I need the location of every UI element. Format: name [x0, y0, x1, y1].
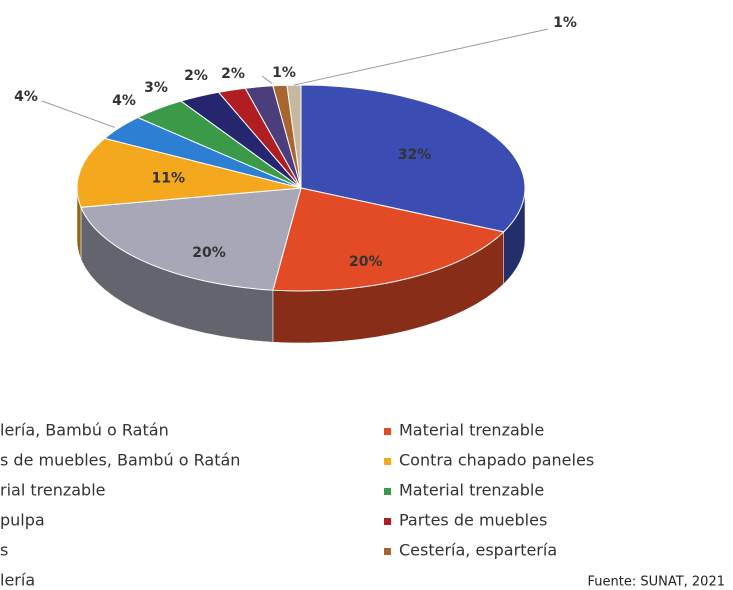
- pie-label: 32%: [398, 147, 432, 163]
- legend-label: Material trenzable: [399, 481, 544, 500]
- legend-label: Cestería, espartería: [399, 541, 557, 560]
- leader-line: [261, 75, 273, 84]
- pie-label: 4%: [14, 89, 38, 105]
- source: Fuente: SUNAT, 2021: [587, 575, 725, 590]
- legend-label: pulpa: [0, 511, 45, 530]
- pie-label: 3%: [144, 80, 168, 96]
- legend-swatch: [384, 518, 391, 525]
- legend-label: Contra chapado paneles: [399, 451, 594, 470]
- legend-label: Material trenzable: [399, 421, 544, 440]
- legend-label: lería, Bambú o Ratán: [0, 421, 169, 440]
- pie-label: 20%: [349, 254, 383, 270]
- leader-line: [41, 100, 115, 128]
- legend-label: lería: [0, 571, 35, 590]
- pie-label: 1%: [272, 65, 296, 81]
- pie-label: 2%: [184, 68, 208, 84]
- legend-swatch: [384, 488, 391, 495]
- slice: [300, 84, 526, 233]
- legend-swatch: [384, 428, 391, 435]
- pie-label: 4%: [112, 93, 136, 109]
- pie-label: 2%: [221, 66, 245, 82]
- slice: [272, 187, 505, 292]
- legend-label: s de muebles, Bambú o Ratán: [0, 451, 240, 470]
- slice: [80, 187, 302, 291]
- slice: [76, 137, 302, 208]
- legend-label: rial trenzable: [0, 481, 106, 500]
- pie-label: 1%: [553, 15, 577, 31]
- pie-label: 11%: [151, 170, 185, 186]
- pie-label: 20%: [192, 245, 226, 261]
- legend-label: Partes de muebles: [399, 511, 547, 530]
- legend-swatch: [384, 548, 391, 555]
- legend-label: s: [0, 541, 8, 560]
- legend-swatch: [384, 458, 391, 465]
- leader-line: [293, 28, 549, 86]
